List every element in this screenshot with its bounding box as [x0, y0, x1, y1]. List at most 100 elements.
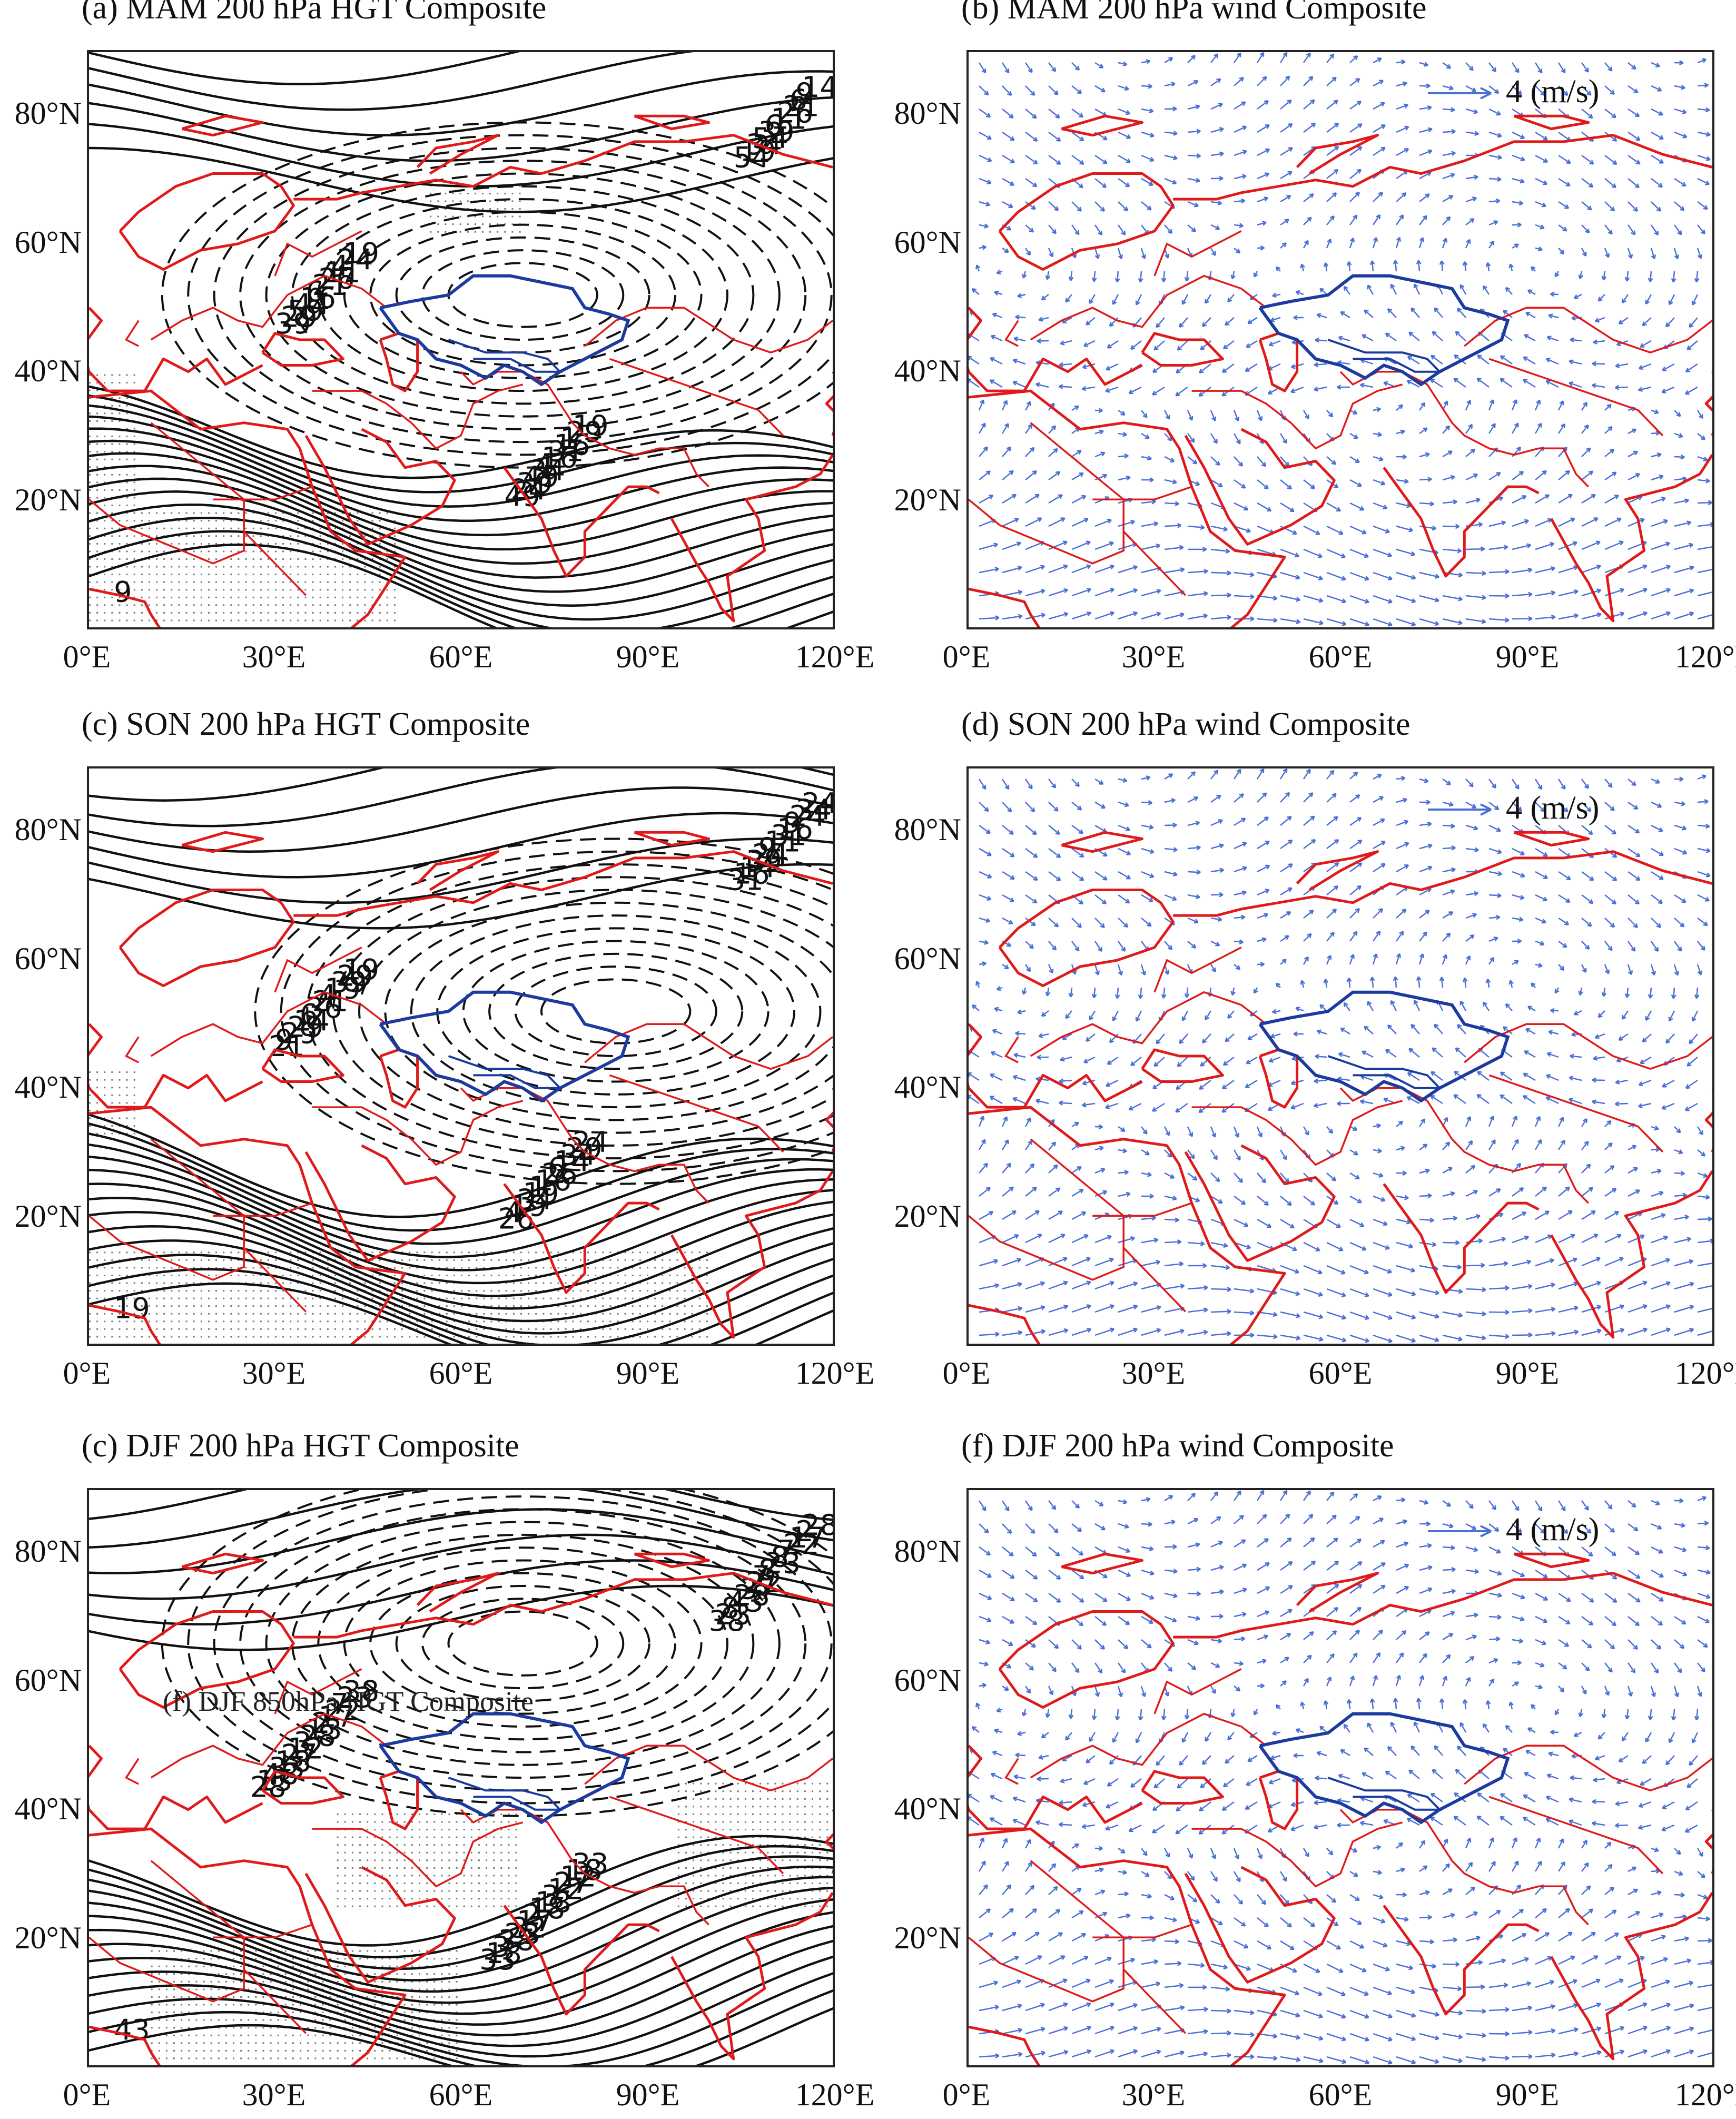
wind-arrow	[1581, 918, 1592, 927]
stipple-dot	[119, 474, 121, 476]
stipple-dot	[364, 1336, 366, 1338]
wind-arrow	[1187, 593, 1208, 597]
wind-arrow	[1628, 178, 1640, 189]
contour-label: 4	[504, 1196, 522, 1229]
wind-arrowhead	[1380, 102, 1385, 107]
wind-arrow	[1319, 288, 1327, 295]
wind-arrowhead	[1520, 156, 1525, 162]
wind-arrow	[1234, 224, 1244, 227]
stipple-dot	[178, 1305, 180, 1307]
wind-arrowhead	[1380, 863, 1386, 868]
stipple-dot	[550, 1328, 552, 1330]
stipple-dot	[349, 619, 351, 622]
contour-label: 39	[331, 966, 367, 999]
stipple-dot	[349, 604, 351, 606]
stipple-dot	[119, 1117, 121, 1119]
stipple-dot	[223, 1297, 225, 1299]
stipple-dot	[96, 1267, 98, 1269]
wind-arrow	[969, 1095, 980, 1105]
stipple-dot	[89, 1328, 91, 1330]
longitude-tick-label: 90°E	[616, 1356, 680, 1391]
stipple-dot	[379, 574, 381, 576]
wind-arrowhead	[1029, 228, 1034, 233]
wind-arrowhead	[1179, 612, 1185, 618]
wind-arrowhead	[1569, 1076, 1574, 1081]
wind-arrowhead	[1678, 433, 1683, 438]
stipple-dot	[550, 1251, 552, 1254]
stipple-dot	[393, 1305, 396, 1307]
stipple-dot	[223, 1313, 225, 1315]
wind-arrow	[1025, 201, 1036, 210]
stipple-dot	[96, 497, 98, 499]
wind-arrowhead	[1074, 405, 1079, 410]
stipple-dot	[624, 1313, 626, 1315]
stipple-dot	[453, 1290, 455, 1292]
stipple-dot	[511, 208, 514, 210]
wind-arrow	[1638, 386, 1652, 391]
stipple-dot	[371, 596, 373, 598]
contour-line-solid	[89, 146, 833, 213]
stipple-dot	[654, 1305, 656, 1307]
wind-arrowhead	[1265, 864, 1270, 870]
stipple-dot	[260, 574, 262, 576]
wind-arrow	[1303, 910, 1314, 919]
stipple-dot	[223, 1305, 225, 1307]
wind-arrow	[1257, 865, 1270, 873]
wind-arrow	[1086, 1033, 1096, 1042]
stipple-dot	[349, 596, 351, 598]
stipple-dot	[483, 1320, 485, 1323]
wind-arrow	[1001, 778, 1010, 790]
wind-arrowhead	[1508, 263, 1514, 269]
stipple-dot	[260, 1313, 262, 1315]
wind-arrow	[1535, 178, 1547, 185]
wind-arrow	[1697, 501, 1712, 504]
contour-label: 4	[331, 250, 349, 283]
wind-arrowhead	[1336, 507, 1342, 512]
stipple-dot	[252, 1290, 254, 1292]
wind-arrowhead	[1172, 106, 1177, 112]
stipple-dot	[111, 535, 113, 537]
wind-arrow	[1139, 987, 1142, 999]
wind-arrowhead	[1635, 876, 1641, 881]
wind-arrowhead	[1612, 471, 1617, 477]
wind-arrowhead	[1179, 323, 1184, 328]
stipple-dot	[542, 1251, 545, 1254]
wind-arrow	[1187, 771, 1196, 780]
wind-arrow	[1396, 192, 1406, 202]
wind-arrowhead	[1219, 127, 1224, 132]
wind-arrow	[1488, 802, 1499, 810]
stipple-dot	[349, 1282, 351, 1284]
wind-arrow	[1279, 433, 1287, 444]
wind-arrowhead	[1031, 921, 1036, 927]
wind-arrow	[1669, 1010, 1675, 1021]
wind-arrow	[1118, 108, 1130, 115]
stipple-dot	[275, 1328, 277, 1330]
wind-arrow	[1001, 1139, 1009, 1150]
wind-arrowhead	[1211, 1132, 1217, 1138]
stipple-dot	[193, 581, 195, 583]
wind-arrowhead	[1500, 1071, 1505, 1077]
wind-arrowhead	[1077, 805, 1082, 811]
wind-arrowhead	[1049, 969, 1054, 974]
wind-arrowhead	[1270, 317, 1275, 322]
wind-arrowhead	[1656, 923, 1661, 928]
wind-arrow	[1371, 261, 1374, 272]
stipple-dot	[334, 604, 336, 606]
wind-arrow	[1442, 890, 1455, 896]
wind-arrowhead	[1477, 1071, 1482, 1076]
contour-line-solid	[89, 385, 833, 479]
stipple-dot	[185, 1251, 188, 1254]
wind-arrowhead	[1442, 238, 1448, 243]
stipple-dot	[193, 619, 195, 622]
wind-arrow	[1465, 824, 1478, 830]
stipple-dot	[282, 1282, 284, 1284]
stipple-dot	[230, 1328, 232, 1330]
stipple-dot	[453, 1251, 455, 1254]
stipple-dot	[557, 1313, 559, 1315]
wind-arrowhead	[1247, 1036, 1252, 1040]
stipple-dot	[676, 1251, 678, 1254]
wind-arrowhead	[1086, 540, 1091, 546]
wind-arrow	[1488, 778, 1496, 789]
country-border	[213, 486, 313, 501]
wind-arrowhead	[1156, 543, 1161, 549]
